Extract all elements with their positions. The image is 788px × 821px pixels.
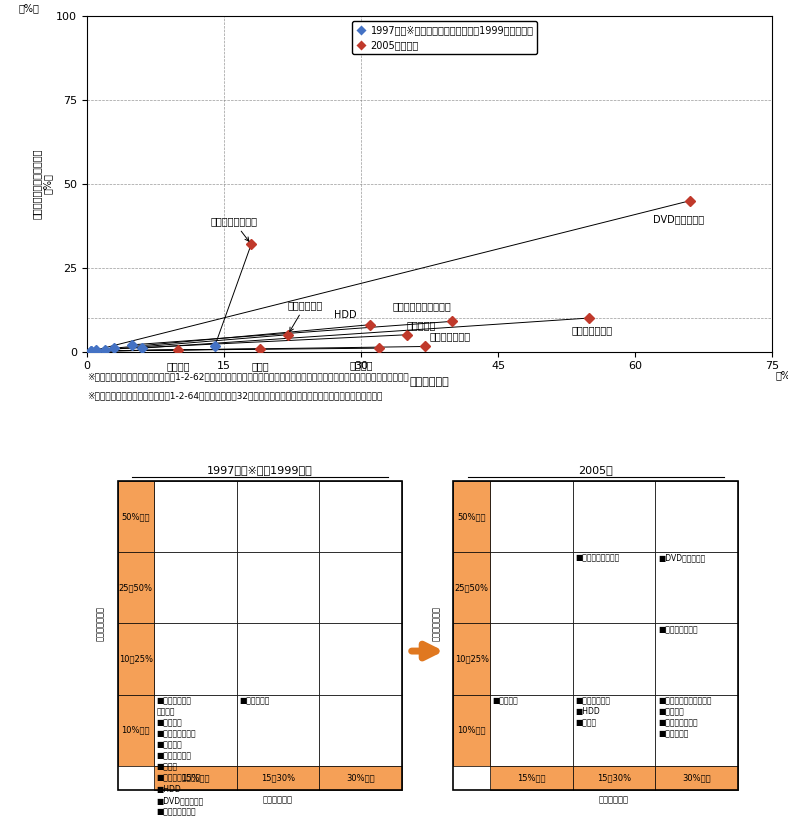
Text: サーバー: サーバー — [166, 361, 190, 371]
Text: 10〜25%: 10〜25% — [455, 654, 489, 663]
Bar — [656, 481, 738, 553]
Text: ■DVDプレーヤー: ■DVDプレーヤー — [658, 553, 705, 562]
Bar — [236, 481, 319, 553]
Legend: 1997年（※世界市場シェアの一部は1999年）データ, 2005年データ: 1997年（※世界市場シェアの一部は1999年）データ, 2005年データ — [352, 21, 537, 54]
Text: HDD: HDD — [333, 310, 356, 319]
Bar — [490, 623, 573, 695]
Bar — [117, 553, 154, 623]
Text: 10〜25%: 10〜25% — [119, 654, 153, 663]
Text: ※　横軸の輸出額シェアは、図表1-2-64で用いた世界（32箇国）の輸出額合計に占める中国の輸出額の割合を示す: ※ 横軸の輸出額シェアは、図表1-2-64で用いた世界（32箇国）の輸出額合計に… — [87, 392, 382, 401]
Bar — [117, 481, 154, 553]
Text: デジタルカメラ: デジタルカメラ — [429, 332, 470, 342]
Text: 30%以上: 30%以上 — [347, 773, 375, 782]
Bar — [154, 695, 236, 766]
Bar — [490, 766, 573, 790]
Bar — [656, 695, 738, 766]
Bar — [319, 481, 402, 553]
Text: 1997年（※一部1999年）: 1997年（※一部1999年） — [207, 466, 313, 475]
Bar — [236, 623, 319, 695]
Text: 携帯電話端末: 携帯電話端末 — [288, 300, 323, 332]
Text: 半導体: 半導体 — [251, 361, 269, 371]
Bar — [573, 553, 656, 623]
Text: ノートパソコン: ノートパソコン — [571, 324, 612, 335]
Text: 輸出額シェア: 輸出額シェア — [263, 796, 293, 805]
Bar — [573, 695, 656, 766]
Bar — [656, 623, 738, 695]
Text: 世界市場シェア: 世界市場シェア — [432, 606, 440, 641]
Bar — [453, 623, 490, 695]
Text: 15〜30%: 15〜30% — [597, 773, 631, 782]
Text: 30%以上: 30%以上 — [682, 773, 711, 782]
Text: （%）: （%） — [18, 3, 39, 13]
Bar — [117, 481, 402, 790]
Text: 15%未満: 15%未満 — [181, 773, 210, 782]
Bar — [453, 553, 490, 623]
Bar — [236, 695, 319, 766]
Text: 50%以上: 50%以上 — [457, 512, 486, 521]
Text: 50%以上: 50%以上 — [121, 512, 150, 521]
Text: （%）: （%） — [775, 370, 788, 380]
Bar — [236, 766, 319, 790]
Y-axis label: 世界市場シェア上位企業分
（%）: 世界市場シェア上位企業分 （%） — [32, 149, 53, 219]
Text: 25〜50%: 25〜50% — [119, 583, 153, 592]
Bar — [490, 553, 573, 623]
Bar — [154, 481, 236, 553]
Text: ブラウン管テレビ: ブラウン管テレビ — [210, 216, 257, 241]
Bar — [573, 481, 656, 553]
X-axis label: 輸出額シェア: 輸出額シェア — [410, 377, 449, 387]
Bar — [319, 553, 402, 623]
Bar — [453, 481, 490, 553]
Bar — [154, 623, 236, 695]
Text: ■サーバー: ■サーバー — [492, 696, 519, 705]
Text: 10%未満: 10%未満 — [121, 726, 150, 735]
Text: 液晶パネル: 液晶パネル — [407, 319, 436, 330]
Bar — [490, 481, 573, 553]
Text: 25〜50%: 25〜50% — [455, 583, 489, 592]
Bar — [453, 481, 738, 790]
Text: DVDプレーヤー: DVDプレーヤー — [653, 214, 704, 224]
Text: 15%未満: 15%未満 — [517, 773, 545, 782]
Bar — [236, 553, 319, 623]
Text: 2005年: 2005年 — [578, 466, 613, 475]
Bar — [154, 766, 236, 790]
Text: ■デスクトップ
パソコン
■ルーター
■ノートパソコン
■サーバー
■携帯電話端末
■半導体
■ブラウン管テレビ
■HDD
■DVDプレーヤー
■デジタルカメラ: ■デスクトップ パソコン ■ルーター ■ノートパソコン ■サーバー ■携帯電話端… — [157, 696, 204, 816]
Text: ■液晶パネル: ■液晶パネル — [240, 696, 269, 705]
Text: ■携帯電話端末
■HDD
■半導体: ■携帯電話端末 ■HDD ■半導体 — [575, 696, 610, 727]
Bar — [573, 766, 656, 790]
Text: ■デスクトップパソコン
■ルーター
■デジタルカメラ
■液晶パネル: ■デスクトップパソコン ■ルーター ■デジタルカメラ ■液晶パネル — [658, 696, 712, 738]
Text: ※　縦軸の世界市場シェアは、図表1-2-62で用いたデータを使用しており、上位に含まれる中国ベンダーのシェアの合計である: ※ 縦軸の世界市場シェアは、図表1-2-62で用いたデータを使用しており、上位に… — [87, 373, 408, 382]
Text: ■ノートパソコン: ■ノートパソコン — [658, 625, 697, 634]
Text: デスクトップパソコン: デスクトップパソコン — [393, 301, 452, 311]
Bar — [573, 623, 656, 695]
Text: 輸出額シェア: 輸出額シェア — [599, 796, 629, 805]
Text: 10%未満: 10%未満 — [457, 726, 486, 735]
Bar — [656, 766, 738, 790]
Bar — [117, 695, 154, 766]
Bar — [154, 553, 236, 623]
Text: 15〜30%: 15〜30% — [261, 773, 295, 782]
Bar — [453, 695, 490, 766]
Bar — [490, 695, 573, 766]
Bar — [319, 695, 402, 766]
Text: ■ブラウン管テレビ: ■ブラウン管テレビ — [575, 553, 619, 562]
Bar — [319, 766, 402, 790]
Text: ルーター: ルーター — [349, 360, 373, 370]
Bar — [117, 623, 154, 695]
Bar — [319, 623, 402, 695]
Text: 世界市場シェア: 世界市場シェア — [96, 606, 105, 641]
Bar — [656, 553, 738, 623]
